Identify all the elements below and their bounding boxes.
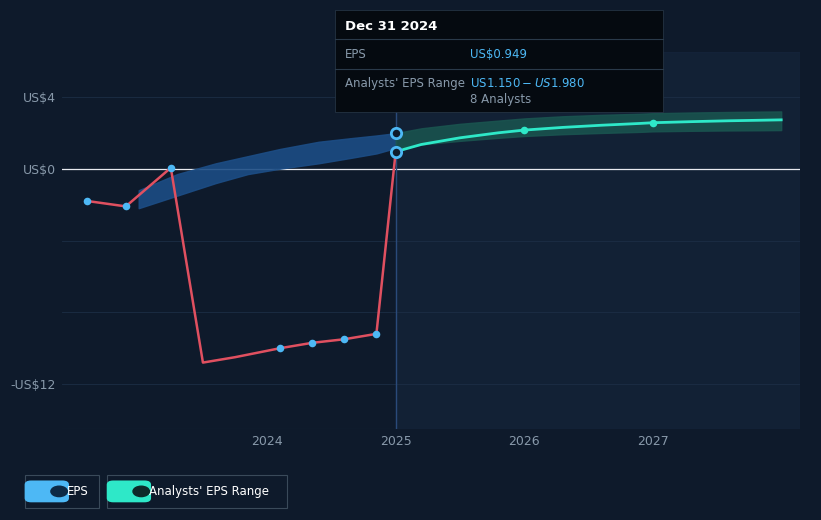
Point xyxy=(80,197,94,205)
Text: Analysts' EPS Range: Analysts' EPS Range xyxy=(345,77,465,89)
Point xyxy=(119,202,132,211)
Text: EPS: EPS xyxy=(67,485,89,498)
Point xyxy=(646,119,659,127)
Text: US$0.949: US$0.949 xyxy=(470,48,527,61)
Text: Analysts' EPS Range: Analysts' EPS Range xyxy=(149,485,269,498)
Point xyxy=(164,164,177,172)
Text: Dec 31 2024: Dec 31 2024 xyxy=(345,19,438,32)
Text: Actual: Actual xyxy=(351,82,387,92)
Text: 8 Analysts: 8 Analysts xyxy=(470,94,532,107)
Point xyxy=(369,330,383,338)
Point xyxy=(389,148,402,156)
Point xyxy=(337,335,351,343)
Point xyxy=(305,339,319,347)
Text: EPS: EPS xyxy=(345,48,366,61)
Point xyxy=(389,129,402,137)
Point xyxy=(273,344,287,353)
Text: Analysts Forecasts: Analysts Forecasts xyxy=(405,82,508,92)
Text: US$1.150 - US$1.980: US$1.150 - US$1.980 xyxy=(470,77,585,89)
Bar xyxy=(396,52,800,429)
Point xyxy=(517,126,530,134)
